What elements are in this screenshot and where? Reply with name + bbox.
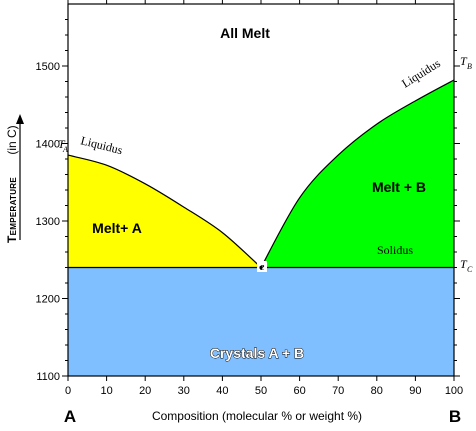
ta-label: T — [58, 137, 66, 151]
x-tick-label: 70 — [332, 385, 344, 397]
crystals-label: Crystals A + B — [210, 345, 304, 361]
x-tick-label: 80 — [371, 385, 383, 397]
y-tick-label: 1300 — [36, 216, 60, 228]
x-tick-label: 30 — [178, 385, 190, 397]
x-tick-label: 60 — [293, 385, 305, 397]
x-tick-label: 0 — [65, 385, 71, 397]
y-tick-label: 1200 — [36, 294, 60, 306]
melt-b-label: Melt + B — [372, 179, 426, 195]
ta-subscript: A — [62, 145, 68, 154]
x-tick-label: 100 — [445, 385, 463, 397]
y-axis-title: Temperature — [5, 177, 19, 243]
x-tick-label: 50 — [255, 385, 267, 397]
melt-b-region — [261, 80, 454, 268]
tc-subscript: C — [467, 265, 473, 274]
all-melt-label: All Melt — [220, 25, 270, 41]
solidus-label: Solidus — [377, 243, 413, 257]
y-axis-unit-title: (in C) — [5, 125, 19, 154]
x-tick-label: 90 — [409, 385, 421, 397]
crystals-region — [68, 267, 454, 376]
liquidus-right-curve — [260, 79, 455, 268]
melt-a-region — [68, 155, 261, 268]
tb-label: T — [460, 54, 468, 68]
eutectic-point — [259, 265, 263, 270]
liquidus-left-curve — [67, 154, 262, 268]
y-tick-label: 1100 — [36, 371, 60, 383]
y-axis-arrow-head — [16, 114, 24, 124]
end-label-b: B — [449, 407, 461, 426]
y-tick-label: 1400 — [36, 139, 60, 151]
x-axis-ticks: 0 10 20 30 40 50 60 70 80 90 100 — [65, 0, 463, 397]
x-tick-label: 20 — [139, 385, 151, 397]
melt-a-label: Melt+ A — [92, 220, 142, 236]
y-axis-title-main: Temperature — [5, 177, 19, 243]
end-label-a: A — [64, 407, 76, 426]
tc-label: T — [460, 257, 468, 271]
tb-subscript: B — [467, 62, 472, 71]
x-axis-title: Composition (molecular % or weight %) — [152, 409, 362, 423]
x-tick-label: 40 — [216, 385, 228, 397]
y-tick-label: 1500 — [36, 61, 60, 73]
y-axis-title-unit: (in C) — [5, 125, 19, 154]
y-axis-ticks: 1100 1200 1300 1400 1500 — [36, 19, 460, 383]
x-tick-label: 10 — [100, 385, 112, 397]
